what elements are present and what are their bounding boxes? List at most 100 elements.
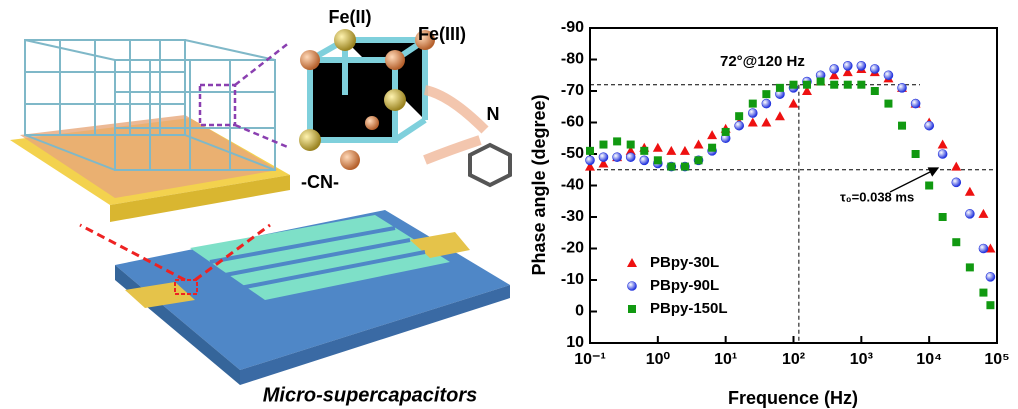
legend-label: PBpy-150L [650, 300, 728, 317]
data-point [790, 81, 798, 89]
y-tick-label: -30 [561, 208, 584, 225]
y-axis-label: Phase angle (degree) [529, 94, 549, 275]
data-point [735, 112, 743, 120]
y-tick-label: 0 [575, 303, 584, 320]
data-point [695, 156, 703, 164]
x-tick-label: 10⁵ [984, 351, 1009, 368]
figure: Fe(II) Fe(III) N -CN- Micro-supercapacit… [0, 0, 1018, 409]
data-point [749, 100, 757, 108]
data-point [912, 150, 920, 158]
atom [340, 150, 360, 170]
data-point [843, 61, 852, 70]
data-point [965, 187, 975, 196]
data-point [681, 163, 689, 171]
data-point [979, 289, 987, 297]
atom [365, 116, 379, 130]
data-point [613, 153, 622, 162]
data-point [640, 147, 648, 155]
y-tick-label: -80 [561, 51, 584, 68]
data-point [925, 121, 934, 130]
y-tick-label: -60 [561, 114, 584, 131]
x-axis-label: Frequence (Hz) [728, 388, 858, 408]
data-point [748, 109, 757, 118]
y-tick-label: -20 [561, 240, 584, 257]
annotation: 72°@120 Hz [720, 53, 805, 70]
data-point [952, 178, 961, 187]
data-point [951, 162, 961, 171]
data-point [979, 244, 988, 253]
data-point [844, 81, 852, 89]
annotation: τ₀=0.038 ms [840, 189, 914, 204]
data-point [627, 141, 635, 149]
x-tick-label: 10⁻¹ [574, 351, 606, 368]
data-point [613, 137, 621, 145]
data-point [857, 61, 866, 70]
data-point [667, 163, 675, 171]
data-point [952, 238, 960, 246]
atom [385, 50, 405, 70]
pyridine [470, 145, 510, 185]
data-point [762, 99, 771, 108]
atom [300, 50, 320, 70]
arrows [425, 90, 485, 160]
data-point [761, 118, 771, 127]
data-point [680, 146, 690, 155]
data-point [911, 99, 920, 108]
data-point [857, 81, 865, 89]
page: Fe(II) Fe(III) N -CN- Micro-supercapacit… [0, 0, 1018, 409]
label-fe2: Fe(II) [329, 7, 372, 27]
legend-label: PBpy-30L [650, 254, 719, 271]
data-point [586, 147, 594, 155]
caption: Micro-supercapacitors [263, 384, 478, 406]
data-point [707, 130, 717, 139]
data-point [666, 146, 676, 155]
data-point [586, 156, 595, 165]
data-point [986, 301, 994, 309]
x-tick-label: 10³ [850, 351, 873, 368]
data-point [925, 182, 933, 190]
y-tick-label: -90 [561, 19, 584, 36]
data-point [776, 84, 784, 92]
data-point [708, 144, 716, 152]
plot-frame [590, 28, 997, 343]
data-point [966, 263, 974, 271]
y-tick-label: -40 [561, 177, 584, 194]
data-point [986, 272, 995, 281]
label-cn: -CN- [301, 172, 339, 192]
data-point [871, 87, 879, 95]
data-point [817, 78, 825, 86]
data-point [965, 209, 974, 218]
data-point [762, 90, 770, 98]
data-point [939, 213, 947, 221]
x-tick-label: 10¹ [714, 351, 737, 368]
y-tick-label: -70 [561, 82, 584, 99]
data-point [599, 153, 608, 162]
label-n: N [487, 104, 500, 124]
legend-label: PBpy-90L [650, 277, 719, 294]
data-point [640, 156, 649, 165]
data-point [830, 81, 838, 89]
data-point [978, 209, 988, 218]
data-point [654, 156, 662, 164]
data-point [803, 81, 811, 89]
atom [299, 129, 321, 151]
x-tick-label: 10⁰ [646, 351, 671, 368]
data-point [830, 64, 839, 73]
data-point [938, 150, 947, 159]
y-tick-label: -50 [561, 145, 584, 162]
illustration: Fe(II) Fe(III) N -CN- Micro-supercapacit… [10, 7, 510, 407]
data-point [694, 140, 704, 149]
data-point [884, 71, 893, 80]
data-point [938, 140, 948, 149]
data-point [626, 153, 635, 162]
data-point [884, 100, 892, 108]
legend-marker [628, 305, 636, 313]
legend-marker [627, 258, 637, 267]
data-point [735, 121, 744, 130]
atom [384, 89, 406, 111]
label-fe3: Fe(III) [418, 24, 466, 44]
data-point [789, 99, 799, 108]
x-tick-label: 10⁴ [916, 351, 942, 368]
y-tick-label: 10 [566, 334, 584, 351]
legend-marker [628, 282, 637, 291]
